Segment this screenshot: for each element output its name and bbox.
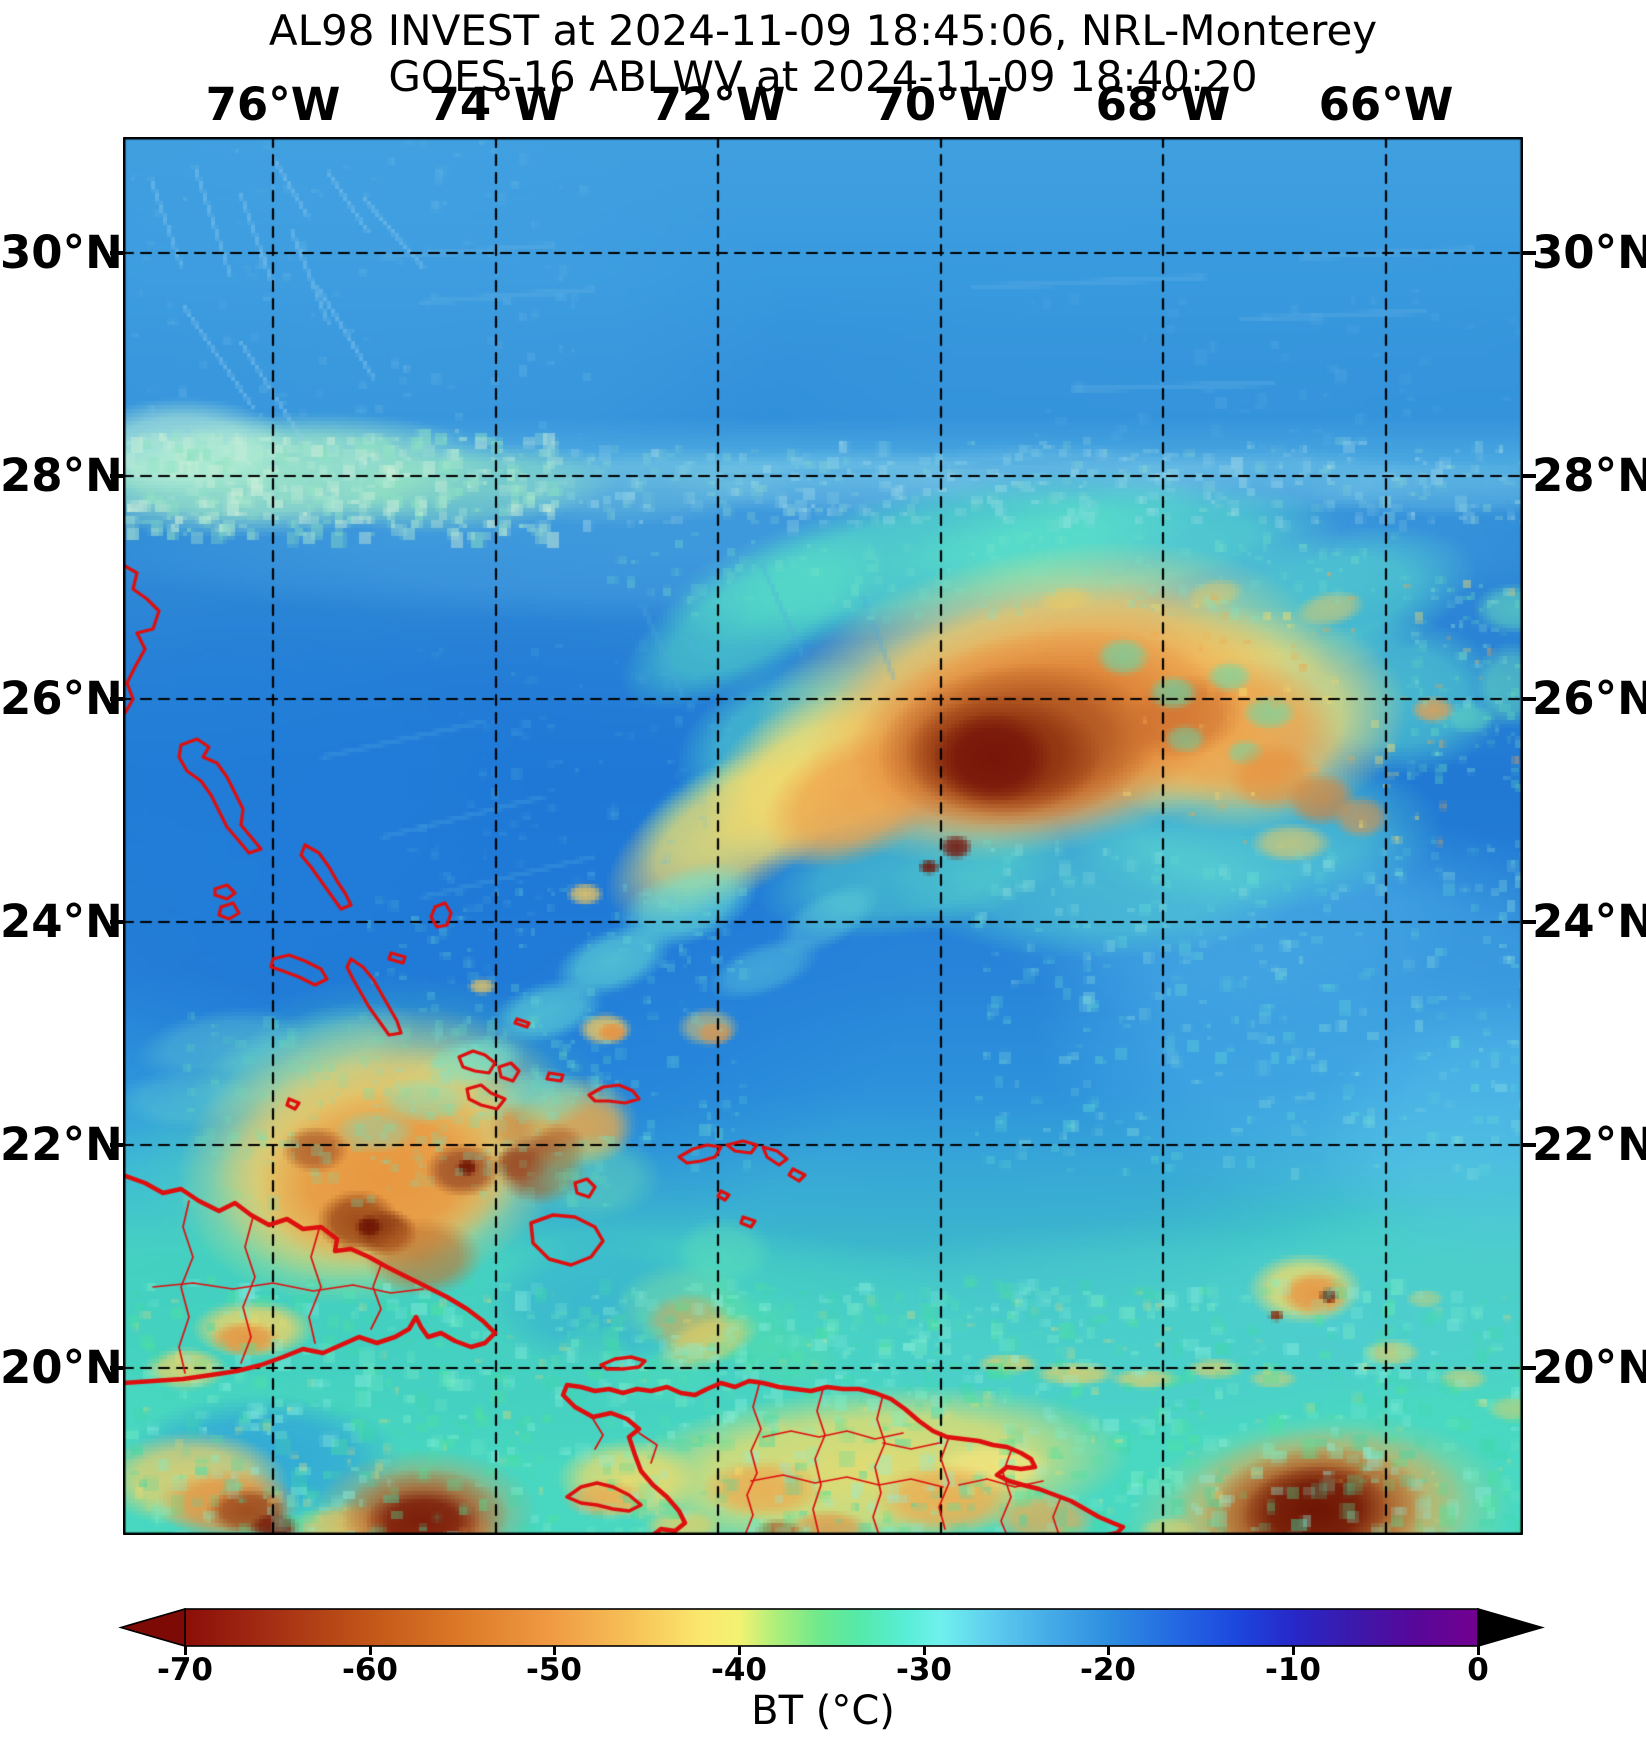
colorbar-tick-label: -50 <box>525 1652 582 1688</box>
colorbar-tick-label: -30 <box>895 1652 952 1688</box>
lat-tick-mark-left <box>110 920 123 924</box>
lat-tick-label-left: 30°N <box>0 226 123 279</box>
lat-tick-label-right: 20°N <box>1532 1341 1646 1394</box>
colorbar-tick-label: -20 <box>1079 1652 1136 1688</box>
lat-tick-mark-left <box>110 697 123 701</box>
lat-tick-mark-right <box>1523 920 1536 924</box>
lat-tick-mark-right <box>1523 1366 1536 1370</box>
colorbar-tick-mark <box>184 1646 187 1655</box>
lat-tick-mark-right <box>1523 697 1536 701</box>
lat-tick-mark-right <box>1523 474 1536 478</box>
colorbar-tick-label: -70 <box>156 1652 213 1688</box>
colorbar-tick-label: 0 <box>1467 1652 1489 1688</box>
lat-tick-mark-left <box>110 1366 123 1370</box>
colorbar-tick-mark <box>369 1646 372 1655</box>
colorbar-tick-label: -60 <box>341 1652 398 1688</box>
colorbar-tick-mark <box>738 1646 741 1655</box>
lat-tick-label-right: 30°N <box>1532 226 1646 279</box>
lon-tick-label: 72°W <box>650 78 786 131</box>
lat-tick-label-left: 22°N <box>0 1118 123 1171</box>
colorbar-gradient-bar <box>184 1608 1479 1647</box>
lon-tick-label: 66°W <box>1318 78 1454 131</box>
lon-tick-label: 76°W <box>205 78 341 131</box>
colorbar-tick-mark <box>1292 1646 1295 1655</box>
lon-tick-label: 74°W <box>428 78 564 131</box>
product-subtitle: GOES-16 ABI WV at 2024-11-09 18:40:20 <box>388 52 1258 101</box>
lat-tick-label-left: 26°N <box>0 672 123 725</box>
lat-tick-label-left: 20°N <box>0 1341 123 1394</box>
colorbar-tick-mark <box>1477 1646 1480 1655</box>
lat-tick-mark-left <box>110 474 123 478</box>
lat-tick-mark-left <box>110 251 123 255</box>
colorbar-axis-label: BT (°C) <box>751 1688 895 1734</box>
lat-tick-mark-right <box>1523 1143 1536 1147</box>
colorbar-tick-mark <box>923 1646 926 1655</box>
colorbar-tick-mark <box>1107 1646 1110 1655</box>
colorbar-tick-label: -40 <box>710 1652 767 1688</box>
lat-tick-label-right: 28°N <box>1532 449 1646 502</box>
lon-tick-label: 70°W <box>873 78 1009 131</box>
lat-tick-label-left: 24°N <box>0 895 123 948</box>
lat-tick-label-right: 22°N <box>1532 1118 1646 1171</box>
lat-tick-label-left: 28°N <box>0 449 123 502</box>
lat-tick-label-right: 26°N <box>1532 672 1646 725</box>
lat-tick-mark-right <box>1523 251 1536 255</box>
colorbar-left-arrow <box>118 1607 186 1648</box>
lon-tick-label: 68°W <box>1095 78 1231 131</box>
wv-satellite-map <box>123 137 1523 1535</box>
lat-tick-label-right: 24°N <box>1532 895 1646 948</box>
product-title: AL98 INVEST at 2024-11-09 18:45:06, NRL-… <box>268 6 1378 55</box>
colorbar-tick-label: -10 <box>1264 1652 1321 1688</box>
colorbar-right-arrow <box>1477 1607 1545 1648</box>
lat-tick-mark-left <box>110 1143 123 1147</box>
colorbar-tick-mark <box>553 1646 556 1655</box>
